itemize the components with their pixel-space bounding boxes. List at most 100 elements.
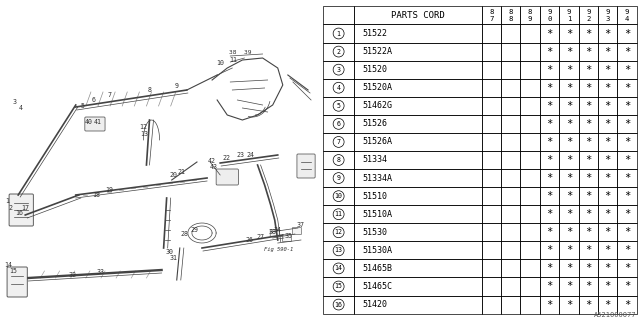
Bar — [540, 260, 559, 277]
Bar — [323, 79, 354, 97]
Text: PARTS CORD: PARTS CORD — [391, 11, 445, 20]
Bar — [323, 6, 354, 24]
Bar — [501, 43, 520, 60]
Text: *: * — [547, 282, 552, 292]
Bar — [520, 277, 540, 296]
Bar — [540, 296, 559, 314]
Bar — [579, 205, 598, 223]
Bar — [482, 205, 501, 223]
Text: *: * — [585, 263, 591, 273]
Text: 17: 17 — [21, 205, 29, 211]
Text: 9: 9 — [547, 9, 552, 15]
Bar — [354, 24, 482, 43]
Text: 15: 15 — [335, 284, 342, 290]
Bar — [501, 151, 520, 169]
Text: 21: 21 — [178, 169, 186, 175]
Text: *: * — [547, 83, 552, 93]
Text: *: * — [605, 83, 611, 93]
Text: *: * — [566, 263, 572, 273]
Bar — [618, 151, 637, 169]
Text: 51530: 51530 — [362, 228, 387, 237]
Bar — [540, 60, 559, 79]
Bar — [559, 260, 579, 277]
Text: 13: 13 — [335, 247, 342, 253]
Text: 6: 6 — [337, 121, 340, 127]
Bar — [354, 169, 482, 187]
Bar — [540, 223, 559, 241]
Bar — [559, 43, 579, 60]
Bar — [323, 187, 354, 205]
Bar — [354, 277, 482, 296]
Text: *: * — [624, 47, 630, 57]
Text: 8: 8 — [337, 157, 340, 163]
Bar — [520, 296, 540, 314]
Text: 34: 34 — [274, 227, 282, 233]
Text: 16: 16 — [335, 301, 342, 308]
Text: *: * — [605, 282, 611, 292]
Text: *: * — [547, 227, 552, 237]
Text: 51334A: 51334A — [362, 173, 392, 183]
Bar — [501, 6, 520, 24]
Text: 35: 35 — [285, 233, 293, 239]
Text: *: * — [585, 227, 591, 237]
Bar — [482, 241, 501, 260]
Bar — [598, 79, 618, 97]
Bar — [618, 97, 637, 115]
Text: 51522: 51522 — [362, 29, 387, 38]
Text: 27: 27 — [257, 234, 264, 240]
Bar — [579, 241, 598, 260]
Bar — [618, 277, 637, 296]
Bar — [540, 115, 559, 133]
Bar — [520, 205, 540, 223]
Text: 51462G: 51462G — [362, 101, 392, 110]
Bar — [598, 296, 618, 314]
Bar — [520, 133, 540, 151]
Text: *: * — [585, 173, 591, 183]
Text: 51334: 51334 — [362, 156, 387, 164]
Bar — [559, 169, 579, 187]
Bar — [579, 97, 598, 115]
Text: *: * — [547, 155, 552, 165]
Bar — [323, 133, 354, 151]
Bar — [482, 223, 501, 241]
Bar — [323, 151, 354, 169]
Text: *: * — [624, 65, 630, 75]
Text: 1: 1 — [337, 30, 340, 36]
Text: 14: 14 — [4, 262, 12, 268]
Bar — [520, 187, 540, 205]
Text: 9: 9 — [605, 9, 610, 15]
Bar — [598, 115, 618, 133]
Bar — [501, 223, 520, 241]
Bar — [598, 241, 618, 260]
Text: 43: 43 — [210, 164, 218, 170]
Bar — [579, 133, 598, 151]
Text: *: * — [605, 227, 611, 237]
Bar — [501, 205, 520, 223]
Bar — [598, 60, 618, 79]
Bar — [501, 296, 520, 314]
Text: 24: 24 — [246, 152, 255, 158]
Text: 19: 19 — [105, 187, 113, 193]
Bar — [559, 97, 579, 115]
Bar — [323, 223, 354, 241]
Text: *: * — [547, 28, 552, 38]
Text: 12: 12 — [335, 229, 342, 235]
Bar — [579, 169, 598, 187]
Text: 7: 7 — [107, 92, 111, 98]
Text: *: * — [605, 245, 611, 255]
Bar — [323, 296, 354, 314]
Bar — [354, 241, 482, 260]
Text: 51465C: 51465C — [362, 282, 392, 291]
Text: 4: 4 — [625, 16, 629, 22]
Text: *: * — [605, 65, 611, 75]
FancyBboxPatch shape — [216, 169, 238, 185]
Text: *: * — [605, 209, 611, 219]
Bar — [598, 24, 618, 43]
Bar — [501, 260, 520, 277]
Bar — [354, 97, 482, 115]
Text: 26: 26 — [246, 237, 253, 243]
Bar — [354, 151, 482, 169]
Bar — [323, 277, 354, 296]
Text: *: * — [624, 300, 630, 309]
Bar — [579, 115, 598, 133]
